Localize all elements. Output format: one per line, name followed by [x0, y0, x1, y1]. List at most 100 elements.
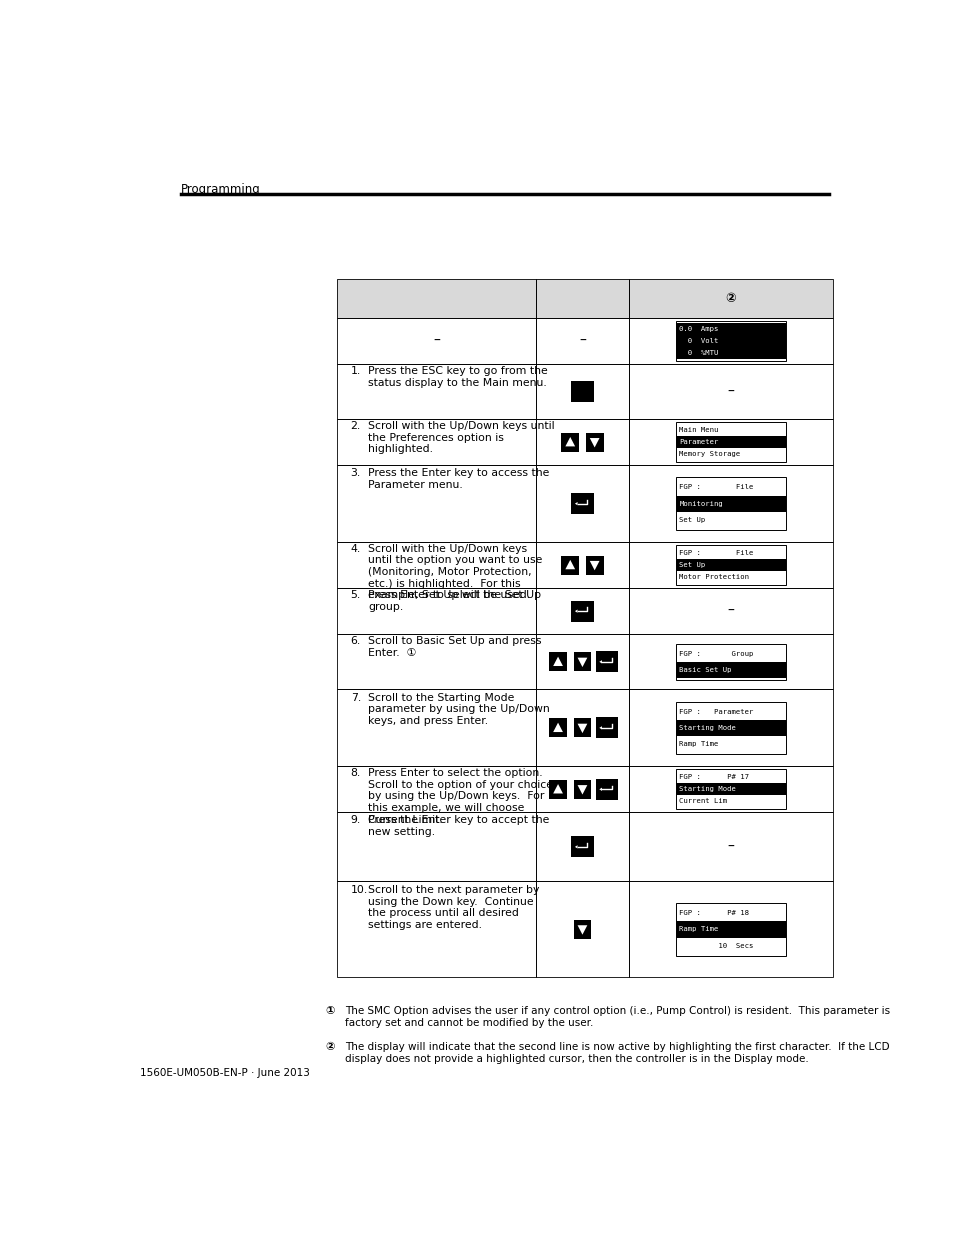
Bar [337, 279, 832, 317]
Text: 10  Secs: 10 Secs [679, 942, 753, 948]
Bar [549, 779, 566, 799]
Polygon shape [598, 661, 601, 663]
Bar [676, 701, 785, 755]
Bar [337, 766, 535, 813]
Bar [573, 652, 591, 672]
Text: FGP :      P# 17: FGP : P# 17 [679, 774, 748, 781]
Text: 0  Volt: 0 Volt [679, 338, 718, 343]
Bar [571, 600, 593, 621]
Text: Press the ESC key to go from the
status display to the Main menu.: Press the ESC key to go from the status … [368, 366, 548, 388]
Bar [676, 422, 785, 462]
Bar [573, 719, 591, 737]
Bar [337, 466, 535, 542]
Polygon shape [589, 561, 598, 571]
Text: 4.: 4. [351, 543, 360, 553]
Bar [337, 588, 535, 635]
Bar [676, 921, 785, 937]
Bar [535, 689, 629, 766]
Polygon shape [553, 657, 562, 666]
Bar [676, 321, 785, 361]
Text: 10.: 10. [351, 885, 368, 895]
Bar [629, 588, 832, 635]
Bar [571, 836, 593, 857]
Bar [676, 720, 785, 736]
Bar [629, 689, 832, 766]
Bar [629, 813, 832, 882]
Text: Press the Enter key to accept the
new setting.: Press the Enter key to accept the new se… [368, 815, 549, 836]
Polygon shape [577, 724, 587, 734]
Text: The display will indicate that the second line is now active by highlighting the: The display will indicate that the secon… [344, 1042, 888, 1063]
Bar [337, 635, 535, 689]
Text: –: – [578, 333, 585, 348]
Bar [535, 766, 629, 813]
Bar [535, 317, 629, 364]
Bar [676, 495, 785, 511]
Bar [629, 419, 832, 466]
Text: Scroll with the Up/Down keys until
the Preferences option is
highlighted.: Scroll with the Up/Down keys until the P… [368, 421, 555, 454]
Text: Motor Protection: Motor Protection [679, 574, 748, 580]
Text: Scroll to the Starting Mode
parameter by using the Up/Down
keys, and press Enter: Scroll to the Starting Mode parameter by… [368, 693, 550, 726]
Polygon shape [565, 437, 575, 446]
Bar [676, 545, 785, 585]
Bar [629, 279, 832, 317]
Bar [337, 813, 535, 882]
Bar [595, 779, 618, 800]
Text: FGP :      P# 18: FGP : P# 18 [679, 910, 748, 916]
Text: 7.: 7. [351, 693, 360, 703]
Polygon shape [589, 438, 598, 447]
Bar [337, 317, 535, 364]
Text: Starting Mode: Starting Mode [679, 787, 736, 793]
Bar [535, 882, 629, 977]
Text: 3.: 3. [351, 468, 360, 478]
Bar [549, 719, 566, 737]
Bar [535, 813, 629, 882]
Bar [535, 466, 629, 542]
Bar [629, 542, 832, 588]
Text: Ramp Time: Ramp Time [679, 741, 718, 747]
Bar [676, 783, 785, 795]
Text: 5.: 5. [351, 590, 360, 600]
Polygon shape [575, 610, 577, 613]
Bar [535, 635, 629, 689]
Bar [337, 279, 535, 317]
Bar [676, 903, 785, 956]
Polygon shape [553, 784, 562, 793]
Text: Ramp Time: Ramp Time [679, 926, 718, 932]
Text: –: – [727, 840, 734, 853]
Bar [337, 882, 535, 977]
Text: Monitoring: Monitoring [679, 500, 722, 506]
Bar [676, 322, 785, 335]
Bar [676, 478, 785, 530]
Text: 9.: 9. [351, 815, 360, 825]
Bar [585, 556, 603, 574]
Bar [676, 335, 785, 347]
Text: FGP :        File: FGP : File [679, 484, 753, 490]
Text: ②: ② [725, 293, 736, 305]
Text: FGP :       Group: FGP : Group [679, 651, 753, 657]
Text: 1560E-UM050B-EN-P · June 2013: 1560E-UM050B-EN-P · June 2013 [140, 1068, 310, 1078]
Bar [629, 766, 832, 813]
Bar [629, 635, 832, 689]
Bar [676, 662, 785, 678]
Bar [571, 382, 593, 403]
Bar [535, 588, 629, 635]
Text: Set Up: Set Up [679, 516, 705, 522]
Text: Current Lim: Current Lim [679, 799, 727, 804]
Text: 2.: 2. [351, 421, 360, 431]
Text: 0.0  Amps: 0.0 Amps [679, 326, 718, 332]
Bar [560, 432, 578, 452]
Text: Starting Mode: Starting Mode [679, 725, 736, 731]
Polygon shape [575, 501, 577, 505]
Polygon shape [565, 559, 575, 569]
Text: Press Enter to select the option.
Scroll to the option of your choice
by using t: Press Enter to select the option. Scroll… [368, 768, 553, 825]
Text: ①: ① [325, 1007, 335, 1016]
Text: Basic Set Up: Basic Set Up [679, 667, 731, 673]
Bar [629, 364, 832, 419]
Text: Press the Enter key to access the
Parameter menu.: Press the Enter key to access the Parame… [368, 468, 549, 490]
Text: Programming: Programming [180, 183, 260, 196]
Bar [535, 364, 629, 419]
Polygon shape [577, 925, 587, 935]
Bar [676, 347, 785, 359]
Text: Scroll with the Up/Down keys
until the option you want to use
(Monitoring, Motor: Scroll with the Up/Down keys until the o… [368, 543, 542, 600]
Bar [535, 542, 629, 588]
